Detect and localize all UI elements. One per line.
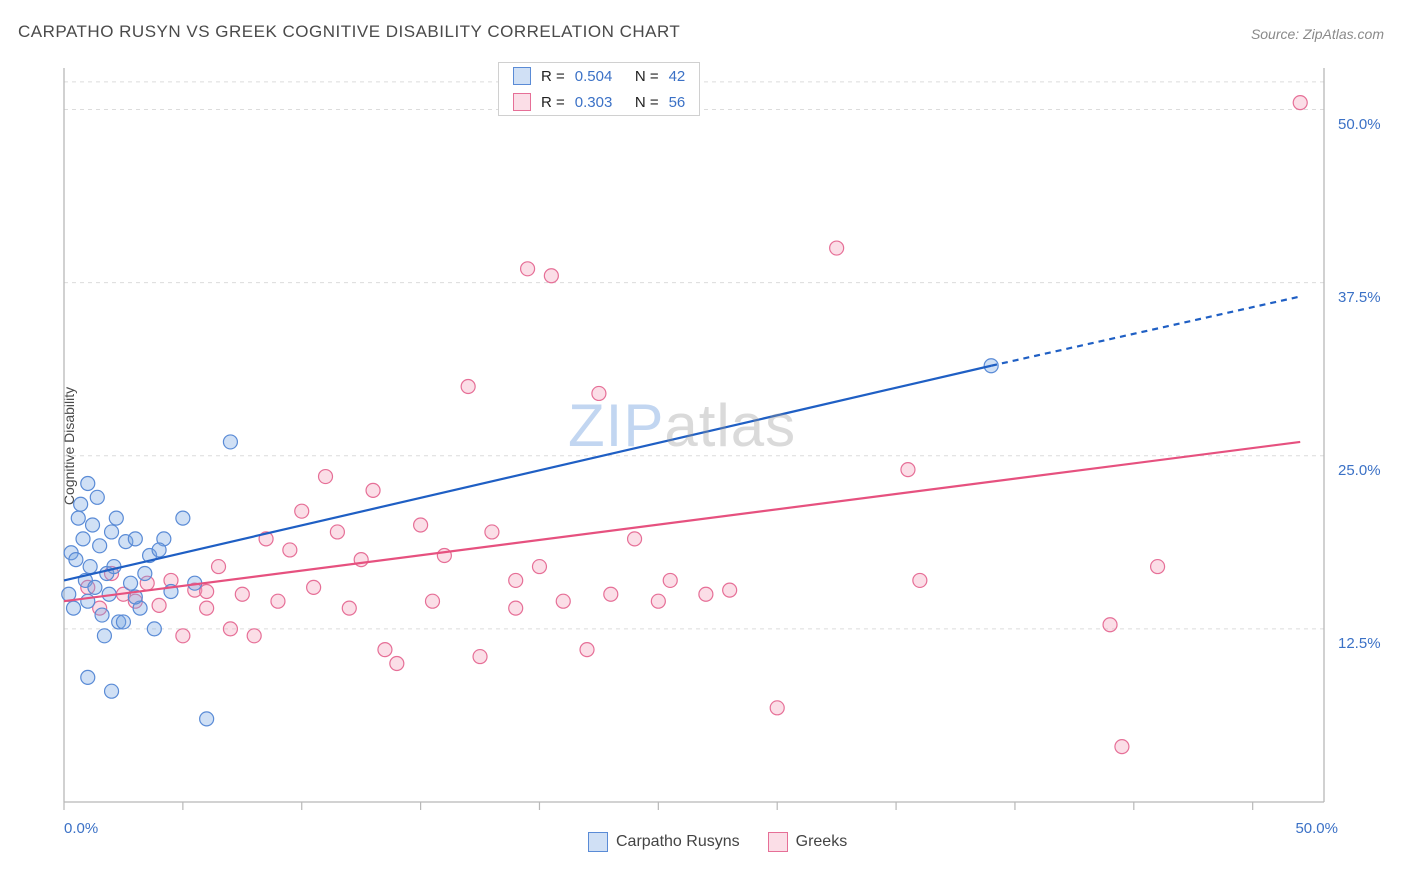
legend-r-value: 0.303 (575, 94, 613, 111)
legend-swatch (768, 832, 788, 852)
series-name: Greeks (796, 833, 848, 850)
y-tick-label: 25.0% (1338, 462, 1381, 479)
legend-n-value: 42 (669, 68, 686, 85)
legend-row: R = 0.504 N = 42 (499, 63, 699, 89)
source-attribution: Source: ZipAtlas.com (1251, 26, 1384, 42)
source-value: ZipAtlas.com (1303, 26, 1384, 42)
legend-swatch (588, 832, 608, 852)
legend-swatch (513, 93, 531, 111)
series-legend-item: Greeks (768, 832, 848, 852)
y-tick-label: 50.0% (1338, 116, 1381, 133)
legend-swatch (513, 67, 531, 85)
legend-r-label: R = (541, 94, 565, 111)
legend-n-label: N = (622, 94, 658, 111)
correlation-legend: R = 0.504 N = 42R = 0.303 N = 56 (498, 62, 700, 116)
series-legend: Carpatho Rusyns Greeks (588, 832, 847, 852)
x-tick-label: 50.0% (1295, 820, 1338, 837)
series-legend-item: Carpatho Rusyns (588, 832, 740, 852)
legend-n-value: 56 (669, 94, 686, 111)
chart-title: CARPATHO RUSYN VS GREEK COGNITIVE DISABI… (18, 22, 680, 42)
source-label: Source: (1251, 26, 1303, 42)
chart-area: R = 0.504 N = 42R = 0.303 N = 56 ZIPatla… (48, 58, 1368, 826)
legend-r-label: R = (541, 68, 565, 85)
legend-row: R = 0.303 N = 56 (499, 89, 699, 115)
y-tick-label: 37.5% (1338, 289, 1381, 306)
x-tick-label: 0.0% (64, 820, 98, 837)
y-tick-label: 12.5% (1338, 635, 1381, 652)
series-name: Carpatho Rusyns (616, 833, 740, 850)
scatter-chart-svg (48, 58, 1368, 826)
legend-r-value: 0.504 (575, 68, 613, 85)
legend-n-label: N = (622, 68, 658, 85)
